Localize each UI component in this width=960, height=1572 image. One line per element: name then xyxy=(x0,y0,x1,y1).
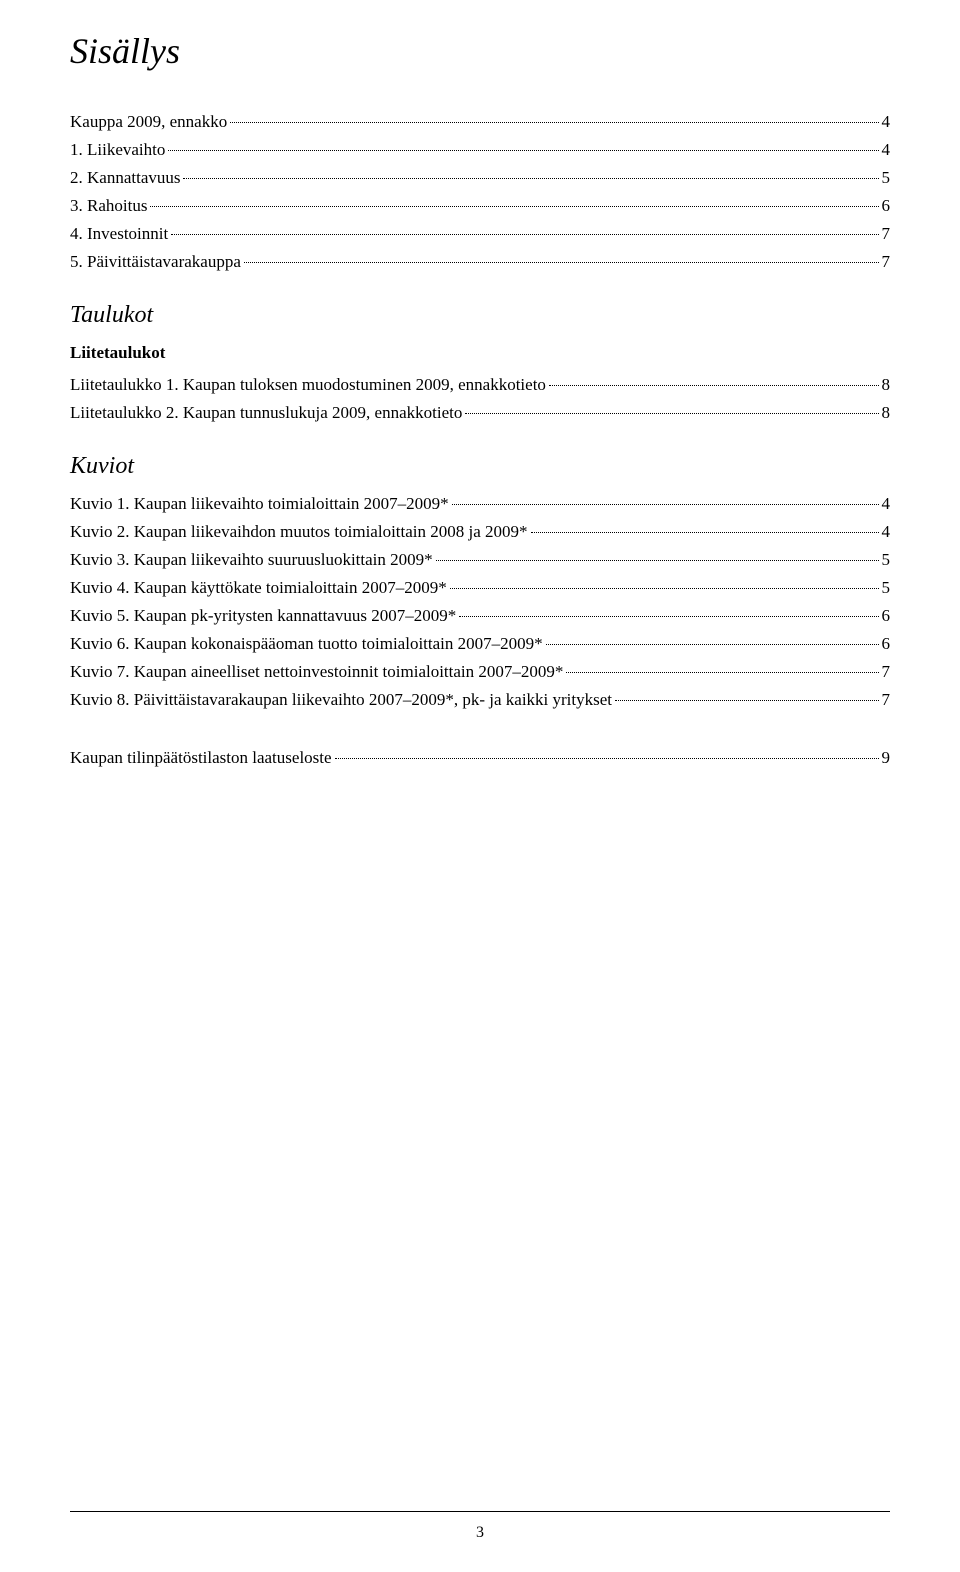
main-toc-entry-1-label: 1. Liikevaihto xyxy=(70,140,165,160)
taulukot-entry-1: Liitetaulukko 2. Kaupan tunnuslukuja 200… xyxy=(70,403,890,423)
main-toc-entry-0: Kauppa 2009, ennakko 4 xyxy=(70,112,890,132)
kuviot-entry-7-page: 7 xyxy=(882,690,891,710)
bottom-toc-entry-label: Kaupan tilinpäätöstilaston laatuseloste xyxy=(70,748,332,768)
toc-dots xyxy=(150,206,878,207)
taulukot-entries: Liitetaulukko 1. Kaupan tuloksen muodost… xyxy=(70,375,890,423)
main-toc-entry-5: 5. Päivittäistavarakauppa 7 xyxy=(70,252,890,272)
toc-dots xyxy=(230,122,878,123)
main-toc-entry-2-page: 5 xyxy=(882,168,891,188)
kuviot-entry-3-page: 5 xyxy=(882,578,891,598)
kuviot-entry-6: Kuvio 7. Kaupan aineelliset nettoinvesto… xyxy=(70,662,890,682)
kuviot-entry-6-label: Kuvio 7. Kaupan aineelliset nettoinvesto… xyxy=(70,662,563,682)
toc-dots xyxy=(335,758,879,759)
bottom-toc-entry-page: 9 xyxy=(882,748,891,768)
kuviot-entry-0-label: Kuvio 1. Kaupan liikevaihto toimialoitta… xyxy=(70,494,449,514)
kuviot-entry-5-page: 6 xyxy=(882,634,891,654)
kuviot-entry-3: Kuvio 4. Kaupan käyttökate toimialoittai… xyxy=(70,578,890,598)
toc-dots xyxy=(168,150,878,151)
main-toc-entry-3: 3. Rahoitus 6 xyxy=(70,196,890,216)
kuviot-entry-4-page: 6 xyxy=(882,606,891,626)
toc-dots xyxy=(244,262,879,263)
kuviot-entry-1: Kuvio 2. Kaupan liikevaihdon muutos toim… xyxy=(70,522,890,542)
kuviot-entry-2-label: Kuvio 3. Kaupan liikevaihto suuruusluoki… xyxy=(70,550,433,570)
main-toc-entry-1: 1. Liikevaihto 4 xyxy=(70,140,890,160)
main-toc-entry-5-page: 7 xyxy=(882,252,891,272)
kuviot-entry-2-page: 5 xyxy=(882,550,891,570)
taulukot-entry-1-page: 8 xyxy=(882,403,891,423)
toc-dots xyxy=(452,504,879,505)
toc-dots xyxy=(549,385,879,386)
footer-divider xyxy=(70,1511,890,1512)
kuviot-entry-5-label: Kuvio 6. Kaupan kokonaispääoman tuotto t… xyxy=(70,634,543,654)
kuviot-entry-5: Kuvio 6. Kaupan kokonaispääoman tuotto t… xyxy=(70,634,890,654)
taulukot-entry-0-label: Liitetaulukko 1. Kaupan tuloksen muodost… xyxy=(70,375,546,395)
kuviot-entry-0: Kuvio 1. Kaupan liikevaihto toimialoitta… xyxy=(70,494,890,514)
kuviot-entries: Kuvio 1. Kaupan liikevaihto toimialoitta… xyxy=(70,494,890,710)
taulukot-entry-0-page: 8 xyxy=(882,375,891,395)
taulukot-heading: Taulukot xyxy=(70,302,890,329)
page-title: Sisällys xyxy=(70,30,890,72)
kuviot-entry-0-page: 4 xyxy=(882,494,891,514)
toc-dots xyxy=(615,700,878,701)
taulukot-entry-0: Liitetaulukko 1. Kaupan tuloksen muodost… xyxy=(70,375,890,395)
toc-dots xyxy=(459,616,878,617)
toc-dots xyxy=(436,560,879,561)
main-toc-entry-3-label: 3. Rahoitus xyxy=(70,196,147,216)
toc-dots xyxy=(531,532,879,533)
toc-dots xyxy=(450,588,879,589)
kuviot-entry-4-label: Kuvio 5. Kaupan pk-yritysten kannattavuu… xyxy=(70,606,456,626)
kuviot-entry-7-label: Kuvio 8. Päivittäistavarakaupan liikevai… xyxy=(70,690,612,710)
main-toc-entry-0-label: Kauppa 2009, ennakko xyxy=(70,112,227,132)
liitetaulukot-subheading: Liitetaulukot xyxy=(70,343,890,363)
kuviot-entry-2: Kuvio 3. Kaupan liikevaihto suuruusluoki… xyxy=(70,550,890,570)
page-number: 3 xyxy=(0,1524,960,1542)
main-toc-entry-4-label: 4. Investoinnit xyxy=(70,224,168,244)
kuviot-entry-7: Kuvio 8. Päivittäistavarakaupan liikevai… xyxy=(70,690,890,710)
toc-dots xyxy=(171,234,878,235)
kuviot-heading: Kuviot xyxy=(70,453,890,480)
main-toc-block: Kauppa 2009, ennakko 4 1. Liikevaihto 4 2. K… xyxy=(70,112,890,272)
toc-dots xyxy=(465,413,878,414)
kuviot-entry-1-page: 4 xyxy=(882,522,891,542)
toc-dots xyxy=(566,672,878,673)
toc-dots xyxy=(546,644,879,645)
main-toc-entry-0-page: 4 xyxy=(882,112,891,132)
main-toc-entry-5-label: 5. Päivittäistavarakauppa xyxy=(70,252,241,272)
main-toc-entry-2: 2. Kannattavuus 5 xyxy=(70,168,890,188)
kuviot-entry-4: Kuvio 5. Kaupan pk-yritysten kannattavuu… xyxy=(70,606,890,626)
taulukot-entry-1-label: Liitetaulukko 2. Kaupan tunnuslukuja 200… xyxy=(70,403,462,423)
main-toc-entry-4-page: 7 xyxy=(882,224,891,244)
bottom-entry: Kaupan tilinpäätöstilaston laatuseloste 9 xyxy=(70,748,890,768)
main-toc-entry-1-page: 4 xyxy=(882,140,891,160)
main-toc-entry-2-label: 2. Kannattavuus xyxy=(70,168,180,188)
toc-dots xyxy=(183,178,878,179)
bottom-toc-entry: Kaupan tilinpäätöstilaston laatuseloste 9 xyxy=(70,748,890,768)
kuviot-entry-1-label: Kuvio 2. Kaupan liikevaihdon muutos toim… xyxy=(70,522,528,542)
main-toc-entry-4: 4. Investoinnit 7 xyxy=(70,224,890,244)
kuviot-entry-3-label: Kuvio 4. Kaupan käyttökate toimialoittai… xyxy=(70,578,447,598)
kuviot-entry-6-page: 7 xyxy=(882,662,891,682)
main-toc-entry-3-page: 6 xyxy=(882,196,891,216)
